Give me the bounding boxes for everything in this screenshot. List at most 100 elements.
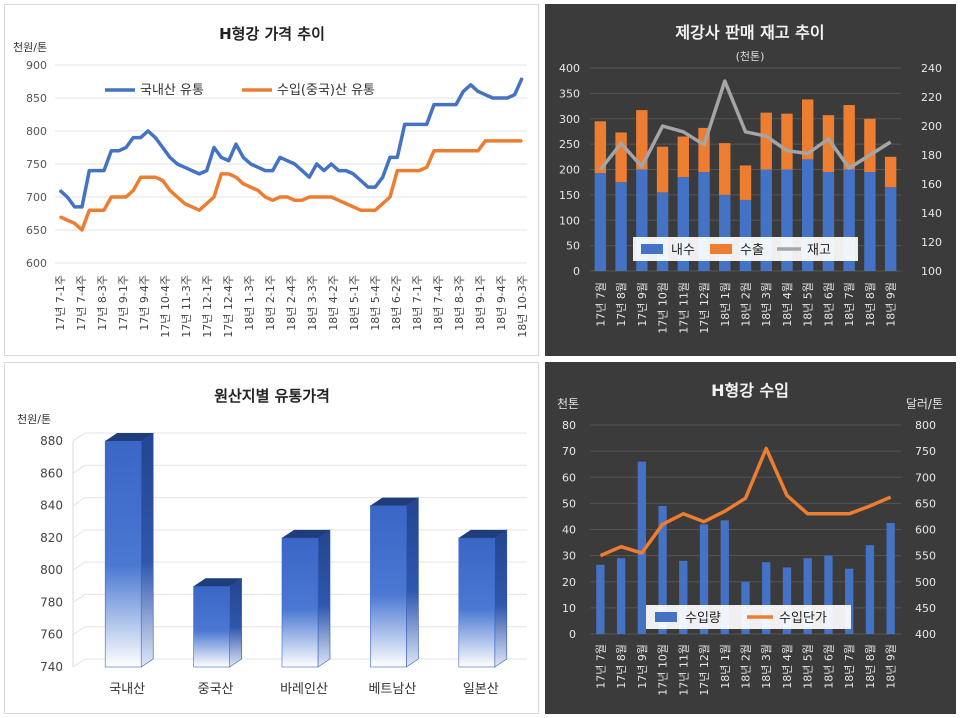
bar-import-volume: [679, 560, 688, 634]
data-point: [513, 93, 516, 96]
series-line-1: [58, 77, 524, 209]
bar-top: [105, 433, 154, 441]
x-tick-label: 17년 11월: [677, 644, 690, 696]
x-category-label: 국내산: [109, 682, 145, 697]
y-tick-label: 800: [40, 563, 63, 577]
data-point: [95, 209, 98, 211]
y2-tick-label: 240: [921, 62, 942, 75]
data-point: [117, 196, 120, 198]
data-point: [257, 189, 259, 192]
import-price-line: [599, 446, 892, 558]
data-point: [447, 150, 450, 152]
data-point: [81, 206, 83, 208]
data-point: [125, 196, 127, 198]
legend-swatch: [655, 612, 677, 622]
chart-subtitle: (천톤): [736, 49, 765, 63]
bar-domestic: [594, 173, 607, 271]
bar-export: [739, 165, 752, 200]
data-point: [227, 173, 230, 175]
data-point: [315, 163, 318, 165]
bar-top: [370, 497, 419, 506]
data-point: [367, 186, 369, 188]
bar-export: [636, 110, 648, 170]
y2-axis-label: 달러/톤: [906, 397, 943, 411]
y-tick-label: 150: [559, 189, 580, 202]
x-tick-label: 17년 10월: [657, 282, 670, 334]
data-point: [154, 176, 157, 178]
bar-export: [656, 146, 669, 193]
x-tick-label: 18년 9-4주: [495, 275, 508, 331]
x-tick-label: 18년 9-1주: [474, 275, 487, 331]
data-point: [491, 97, 494, 99]
bar-domestic: [656, 192, 669, 271]
y-tick-label: 300: [559, 113, 580, 126]
bar-domestic: [719, 194, 731, 271]
data-point: [198, 173, 201, 175]
x-tick-label: 17년 12-4주: [222, 275, 235, 338]
data-point: [198, 209, 201, 211]
chart-title: 원산지별 유통가격: [214, 387, 330, 405]
data-point: [455, 150, 457, 152]
bar-export: [884, 156, 897, 188]
data-point: [499, 97, 501, 99]
x-tick-label: 18년 7-4주: [432, 275, 445, 331]
y2-tick-label: 500: [915, 576, 936, 589]
x-tick-label: 17년 9월: [636, 282, 649, 327]
bar-domestic: [801, 159, 814, 271]
x-tick-label: 17년 7월: [594, 644, 607, 689]
data-point: [469, 84, 472, 86]
data-point: [418, 123, 421, 126]
bar-domestic: [843, 169, 855, 271]
gridline: [72, 464, 527, 474]
data-point: [66, 196, 69, 198]
legend-label: 수입(중국)산 유통: [277, 83, 375, 98]
bar-domestic: [864, 172, 876, 271]
data-point: [330, 196, 333, 198]
x-tick-label: 17년 9-1주: [117, 275, 130, 331]
data-point: [425, 166, 428, 169]
data-point: [183, 166, 186, 169]
y-tick-label: 900: [26, 59, 47, 72]
x-tick-label: 18년 9월: [885, 644, 898, 689]
data-point: [418, 169, 421, 172]
data-point: [110, 150, 113, 152]
y-tick-label: 250: [559, 138, 580, 151]
x-tick-label: 17년 10월: [657, 644, 670, 696]
data-point: [286, 159, 289, 162]
data-point: [499, 140, 501, 142]
y-tick-label: 0: [569, 628, 576, 641]
data-point: [205, 202, 208, 205]
y-axis-label: 천원/톤: [17, 412, 51, 426]
chart-title: H형강 가격 추이: [219, 25, 325, 43]
data-point: [125, 146, 127, 149]
y-tick-label: 780: [40, 595, 63, 609]
data-point: [352, 173, 355, 175]
y-tick-label: 880: [40, 434, 63, 448]
legend-box: [633, 237, 858, 261]
bar-side: [406, 497, 419, 668]
x-tick-label: 18년 3월: [760, 644, 773, 689]
data-point: [161, 179, 164, 182]
x-tick-label: 17년 9월: [636, 644, 649, 689]
data-point: [513, 140, 516, 142]
x-tick-label: 18년 2월: [740, 644, 753, 689]
bar-top: [282, 529, 330, 538]
y-tick-label: 50: [566, 240, 580, 253]
data-point: [147, 130, 149, 132]
y-tick-label: 40: [562, 524, 576, 537]
bar-import-volume: [886, 522, 895, 634]
bar-import-volume: [720, 520, 729, 634]
data-point: [139, 176, 142, 178]
data-point: [396, 156, 399, 159]
x-tick-label: 18년 1월: [719, 644, 732, 689]
data-point: [154, 136, 157, 139]
bar-export: [843, 105, 855, 170]
data-point: [205, 169, 208, 172]
data-point: [59, 189, 61, 192]
bar-import-volume: [865, 545, 875, 634]
data-point: [176, 196, 179, 198]
y-tick-label: 200: [559, 164, 580, 177]
data-point: [213, 196, 215, 198]
data-point: [59, 216, 61, 218]
data-point: [477, 150, 479, 152]
